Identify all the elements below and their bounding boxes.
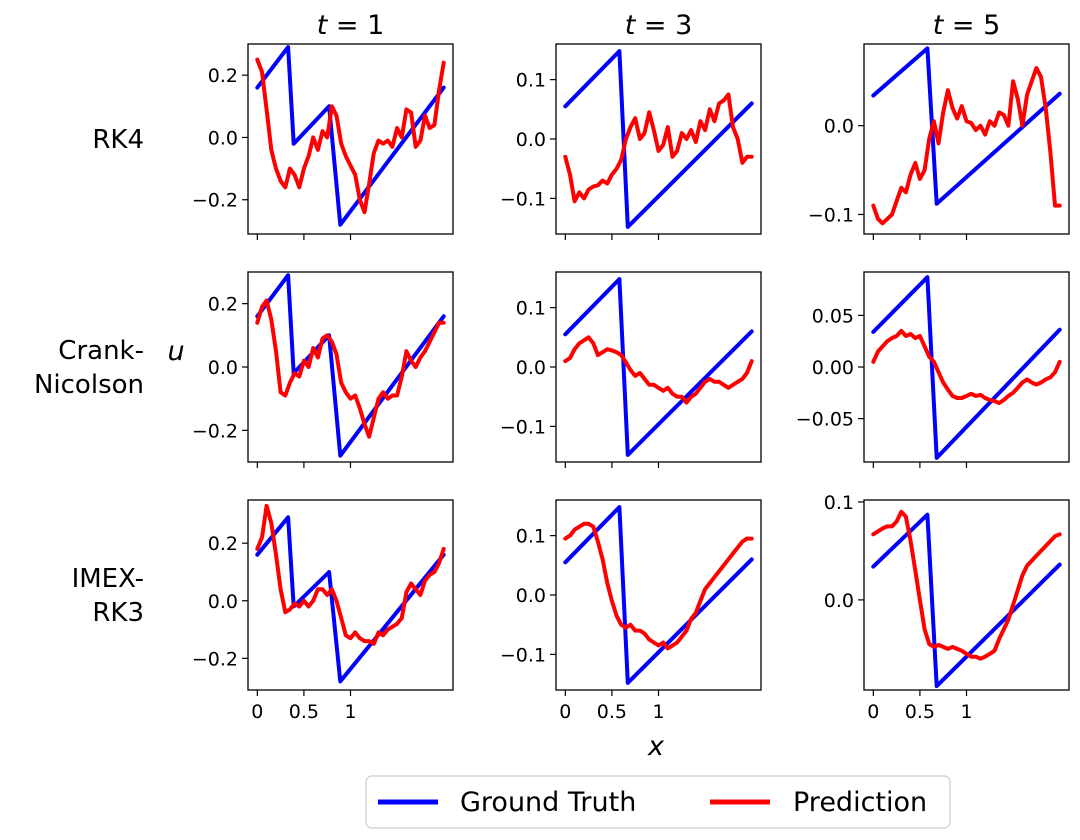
panel-r1-c2: −0.05 0.00 0.05 [796,271,1070,468]
column-title-t5: t = 5 [933,10,1001,41]
y-tick-label: 0.1 [516,298,546,320]
y-tick-label: −0.1 [500,644,546,666]
row-label-imex: RK3 [92,598,144,628]
legend-prediction-label: Prediction [793,787,927,818]
prediction-line [255,57,446,215]
prediction-line [563,521,754,651]
panel-frame [863,43,1070,235]
column-title-t1: t = 1 [317,10,385,41]
x-tick-label: 0 [251,701,263,723]
ground-truth-line [871,275,1062,460]
x-tick-label: 1 [344,701,356,723]
column-title-value: = 3 [635,10,692,41]
y-tick-label: 0.1 [516,526,546,548]
ground-truth-line [871,512,1062,689]
prediction-line [871,328,1062,406]
y-axis-label: u [167,336,184,367]
panel-frame [555,43,762,235]
x-axis-label: x [647,731,665,762]
y-tick-label: 0.0 [516,357,546,379]
y-tick-label: 0.0 [208,357,238,379]
row-label-cn: Crank- [58,336,144,366]
panel-frame [247,499,454,691]
panel-curves [255,273,446,458]
x-tick-label: 0.5 [905,701,935,723]
y-tick-label: 0.0 [824,116,854,138]
ground-truth-line [255,45,446,227]
ground-truth-line [255,515,446,684]
panel-frame [555,271,762,463]
column-title-var: t [625,10,637,41]
row-label-cn: Nicolson [34,370,144,400]
column-title-value: = 5 [943,10,1000,41]
panel-frame [863,499,1070,691]
y-tick-label: −0.2 [192,190,238,212]
column-title-var: t [933,10,945,41]
prediction-line [255,298,446,439]
x-tick-label: 1 [652,701,664,723]
y-tick-label: 0.2 [208,65,238,87]
y-tick-label: −0.2 [192,420,238,442]
column-title-var: t [317,10,329,41]
y-tick-label: 0.0 [516,585,546,607]
row-label-rk4: RK4 [92,125,144,155]
y-tick-label: 0.00 [812,357,854,379]
panel-frame [863,271,1070,463]
x-tick-label: 0 [559,701,571,723]
panel-curves [255,45,446,227]
panel-r0-c0: −0.2 0.0 0.2 [192,43,454,240]
prediction-line [871,509,1062,661]
ground-truth-line [563,49,754,229]
y-tick-label: 0.2 [208,533,238,555]
panel-curves [255,503,446,684]
prediction-line [563,92,754,204]
y-tick-label: −0.05 [796,409,854,431]
y-tick-label: −0.1 [500,416,546,438]
y-tick-label: −0.1 [500,188,546,210]
y-tick-label: 0.1 [516,70,546,92]
y-tick-label: −0.1 [808,204,854,226]
y-tick-label: 0.1 [824,492,854,514]
ground-truth-line [563,505,754,685]
panel-r2-c1: −0.1 0.0 0.1 0 0.5 1 [500,499,762,723]
panel-frame [247,43,454,235]
panel-r1-c1: −0.1 0.0 0.1 [500,271,762,468]
y-tick-label: 0.2 [208,294,238,316]
panel-r1-c0: −0.2 0.0 0.2 [192,271,454,468]
row-label-imex: IMEX- [72,564,144,594]
x-tick-label: 0.5 [289,701,319,723]
panel-frame [247,271,454,463]
x-tick-label: 0.5 [597,701,627,723]
ground-truth-line [563,277,754,457]
ground-truth-line [871,46,1062,206]
y-tick-label: 0.0 [516,129,546,151]
y-tick-label: 0.0 [824,590,854,612]
panel-r2-c2: 0.0 0.1 0 0.5 1 [824,492,1070,723]
prediction-line [255,503,446,646]
panel-frame [555,499,762,691]
legend-ground-truth-label: Ground Truth [460,787,636,818]
prediction-line [563,335,754,405]
panel-curves [871,275,1062,460]
y-tick-label: 0.0 [208,591,238,613]
panel-r0-c2: −0.1 0.0 [808,43,1070,240]
panel-r2-c0: −0.2 0.0 0.2 0 0.5 1 [192,499,454,723]
y-tick-label: 0.0 [208,127,238,149]
column-title-value: = 1 [327,10,384,41]
panel-curves [871,46,1062,226]
panel-curves [871,509,1062,689]
panel-curves [563,277,754,457]
prediction-line [871,66,1062,226]
y-tick-label: 0.05 [812,305,854,327]
legend-frame [365,775,951,829]
legend: Ground Truth Prediction [365,775,951,829]
panel-curves [563,49,754,229]
x-tick-label: 1 [960,701,972,723]
column-title-t3: t = 3 [625,10,693,41]
y-tick-label: −0.2 [192,648,238,670]
panel-r0-c1: −0.1 0.0 0.1 [500,43,762,240]
panel-curves [563,505,754,685]
x-tick-label: 0 [867,701,879,723]
